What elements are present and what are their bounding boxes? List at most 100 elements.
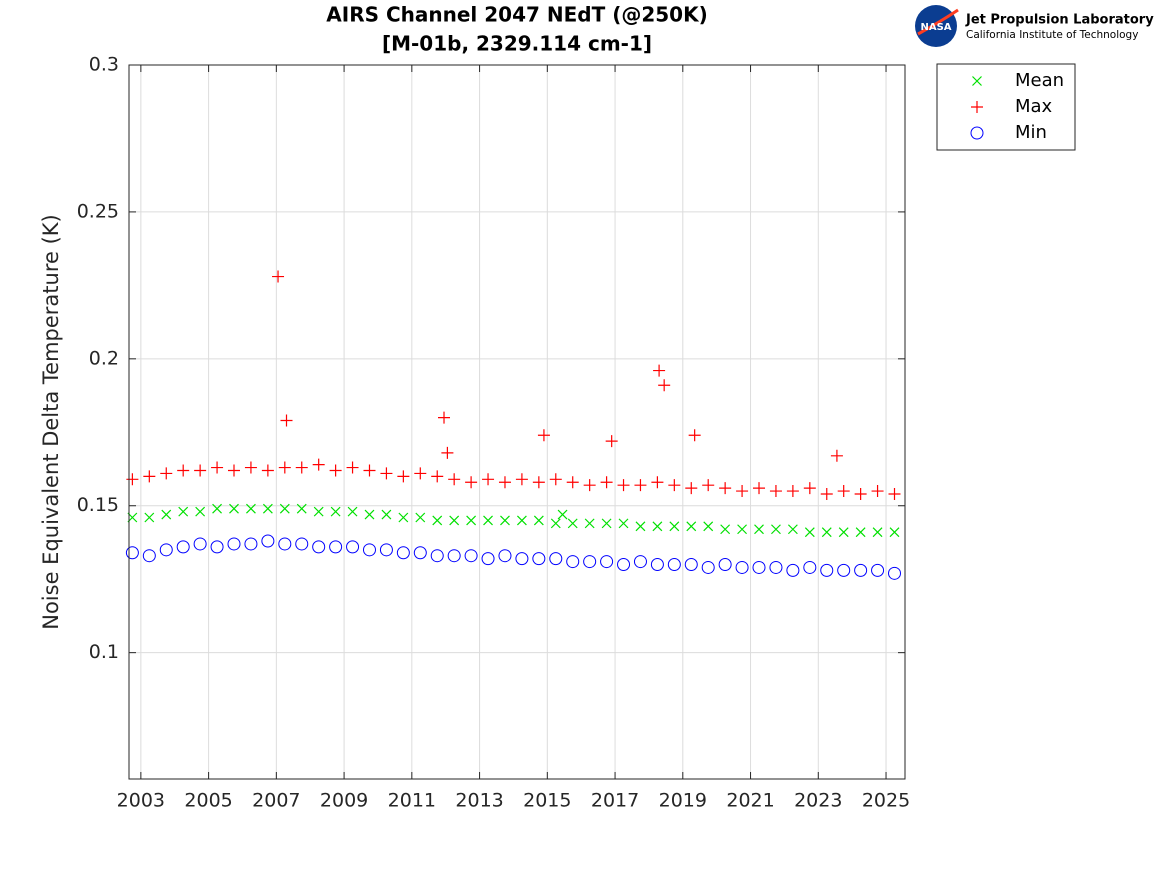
point bbox=[227, 537, 241, 551]
point bbox=[515, 552, 529, 566]
plot-frame bbox=[128, 64, 906, 780]
point bbox=[803, 482, 816, 495]
point bbox=[280, 414, 293, 427]
point bbox=[313, 506, 324, 517]
point bbox=[142, 549, 156, 563]
point bbox=[871, 563, 885, 577]
point bbox=[261, 534, 275, 548]
point bbox=[482, 473, 495, 486]
point bbox=[295, 537, 309, 551]
point bbox=[854, 563, 868, 577]
point bbox=[549, 552, 563, 566]
point bbox=[194, 464, 207, 477]
x-tick-label: 2007 bbox=[252, 790, 300, 812]
legend-box bbox=[936, 63, 1076, 151]
point bbox=[364, 509, 375, 520]
point bbox=[583, 479, 596, 492]
point bbox=[871, 485, 884, 498]
point bbox=[229, 503, 239, 514]
point bbox=[821, 527, 832, 538]
point bbox=[787, 524, 798, 535]
point bbox=[566, 555, 580, 569]
point bbox=[244, 537, 258, 551]
point bbox=[736, 485, 749, 498]
point bbox=[653, 364, 666, 377]
point bbox=[143, 470, 156, 483]
y-tick-label: 0.15 bbox=[77, 494, 119, 516]
point bbox=[769, 560, 783, 574]
jpl-logo: NASA Jet Propulsion Laboratory Californi… bbox=[915, 5, 1154, 47]
point bbox=[887, 566, 901, 580]
point bbox=[329, 540, 343, 554]
marker bbox=[971, 101, 983, 113]
logo-name: Jet Propulsion Laboratory bbox=[965, 13, 1154, 28]
point bbox=[438, 411, 451, 424]
x-tick-label: 2019 bbox=[659, 790, 707, 812]
point bbox=[837, 563, 851, 577]
point bbox=[246, 503, 256, 514]
point bbox=[312, 540, 326, 554]
point bbox=[650, 558, 664, 572]
legend-label: Min bbox=[1015, 122, 1047, 143]
point bbox=[498, 549, 512, 563]
point bbox=[380, 467, 393, 480]
point bbox=[667, 558, 681, 572]
point bbox=[600, 476, 613, 489]
x-tick-label: 2023 bbox=[794, 790, 842, 812]
point bbox=[584, 518, 595, 529]
point bbox=[398, 512, 409, 523]
point bbox=[651, 476, 664, 489]
y-tick-label: 0.2 bbox=[89, 347, 119, 369]
point bbox=[346, 540, 360, 554]
point bbox=[684, 558, 698, 572]
point bbox=[702, 479, 715, 492]
nasa-meatball bbox=[915, 5, 957, 47]
y-tick-label: 0.3 bbox=[89, 54, 119, 76]
point bbox=[363, 464, 376, 477]
point bbox=[144, 512, 155, 523]
point bbox=[567, 518, 578, 529]
point bbox=[515, 473, 528, 486]
point bbox=[786, 563, 800, 577]
point bbox=[605, 435, 618, 448]
point bbox=[193, 537, 207, 551]
chart-subtitle: [M-01b, 2329.114 cm-1] bbox=[382, 32, 652, 56]
point bbox=[737, 524, 748, 535]
point bbox=[228, 464, 241, 477]
point bbox=[872, 527, 883, 538]
point bbox=[126, 473, 139, 486]
legend-label: Mean bbox=[1015, 70, 1064, 91]
point bbox=[161, 509, 172, 520]
point bbox=[718, 558, 732, 572]
point bbox=[195, 506, 206, 517]
point bbox=[820, 563, 834, 577]
point bbox=[719, 482, 732, 495]
point bbox=[652, 521, 663, 532]
point bbox=[803, 560, 817, 574]
point bbox=[658, 379, 671, 392]
point bbox=[601, 518, 612, 529]
point bbox=[583, 555, 597, 569]
point bbox=[557, 509, 568, 520]
point bbox=[447, 549, 461, 563]
point bbox=[212, 503, 222, 514]
point bbox=[279, 503, 290, 514]
x-tick-label: 2009 bbox=[320, 790, 368, 812]
point bbox=[854, 487, 867, 500]
y-tick-label: 0.1 bbox=[89, 641, 119, 663]
point bbox=[261, 464, 274, 477]
point bbox=[483, 515, 493, 526]
point bbox=[549, 473, 562, 486]
point bbox=[464, 549, 478, 563]
point bbox=[617, 558, 631, 572]
point bbox=[413, 546, 427, 560]
point bbox=[466, 515, 477, 526]
point bbox=[125, 546, 139, 560]
point bbox=[830, 449, 843, 462]
y-tick-label: 0.25 bbox=[77, 200, 119, 222]
point bbox=[688, 429, 701, 442]
point bbox=[754, 524, 764, 535]
marks bbox=[125, 270, 901, 580]
point bbox=[550, 518, 561, 529]
